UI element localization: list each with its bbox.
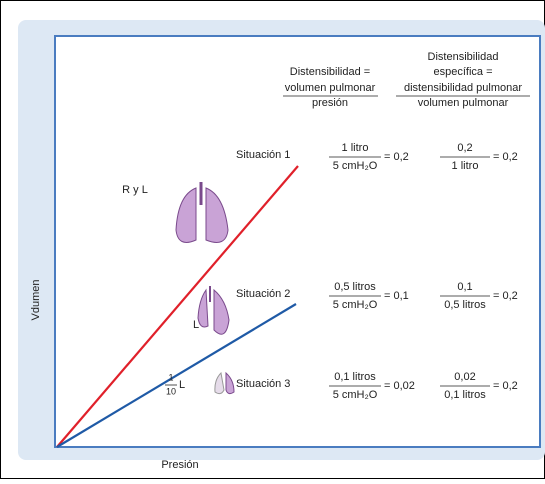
lung-label: R y L bbox=[122, 184, 148, 196]
line-rl bbox=[56, 165, 299, 448]
plot-area bbox=[54, 35, 541, 448]
lungs bbox=[175, 182, 235, 395]
line-l bbox=[56, 303, 297, 448]
fraction-num: 1 bbox=[168, 372, 173, 382]
fraction-den: 0,1 litros bbox=[444, 389, 486, 401]
header-text: volumen pulmonar bbox=[418, 97, 509, 109]
fraction-den: 5 cmH₂O bbox=[333, 299, 378, 311]
fraction-den: 0,5 litros bbox=[444, 299, 486, 311]
fraction-num: 0,1 litros bbox=[334, 371, 376, 383]
y-axis-label: Vdumen bbox=[30, 280, 42, 321]
fraction-num: 0,02 bbox=[454, 371, 475, 383]
header-text: Distensibilidad = bbox=[290, 66, 370, 78]
fraction-den: 5 cmH₂O bbox=[333, 389, 378, 401]
header-text: presión bbox=[312, 97, 348, 109]
situation-label: Situación 1 bbox=[236, 149, 290, 161]
x-axis-label: Presión bbox=[161, 459, 198, 471]
header-text: específica = bbox=[433, 66, 492, 78]
header-text: Distensibilidad bbox=[428, 51, 499, 63]
fraction-result: = 0,2 bbox=[493, 151, 518, 163]
fraction-num: 1 litro bbox=[342, 142, 369, 154]
fraction-unit: L bbox=[179, 379, 185, 391]
fraction-result: = 0,2 bbox=[493, 290, 518, 302]
fraction-result: = 0,1 bbox=[384, 290, 409, 302]
fraction-result: = 0,2 bbox=[384, 151, 409, 163]
situation-label: Situación 2 bbox=[236, 288, 290, 300]
fraction-num: 0,1 bbox=[457, 281, 472, 293]
header-text: distensibilidad pulmonar bbox=[404, 82, 522, 94]
header-text: volumen pulmonar bbox=[285, 82, 376, 94]
fraction-result: = 0,02 bbox=[384, 380, 415, 392]
fraction-den: 1 litro bbox=[452, 160, 479, 172]
fraction-result: = 0,2 bbox=[493, 380, 518, 392]
fraction-den: 10 bbox=[166, 386, 176, 396]
lung-label: L bbox=[193, 319, 199, 331]
fraction-num: 0,2 bbox=[457, 142, 472, 154]
fraction-num: 0,5 litros bbox=[334, 281, 376, 293]
fraction-den: 5 cmH₂O bbox=[333, 160, 378, 172]
situation-label: Situación 3 bbox=[236, 378, 290, 390]
